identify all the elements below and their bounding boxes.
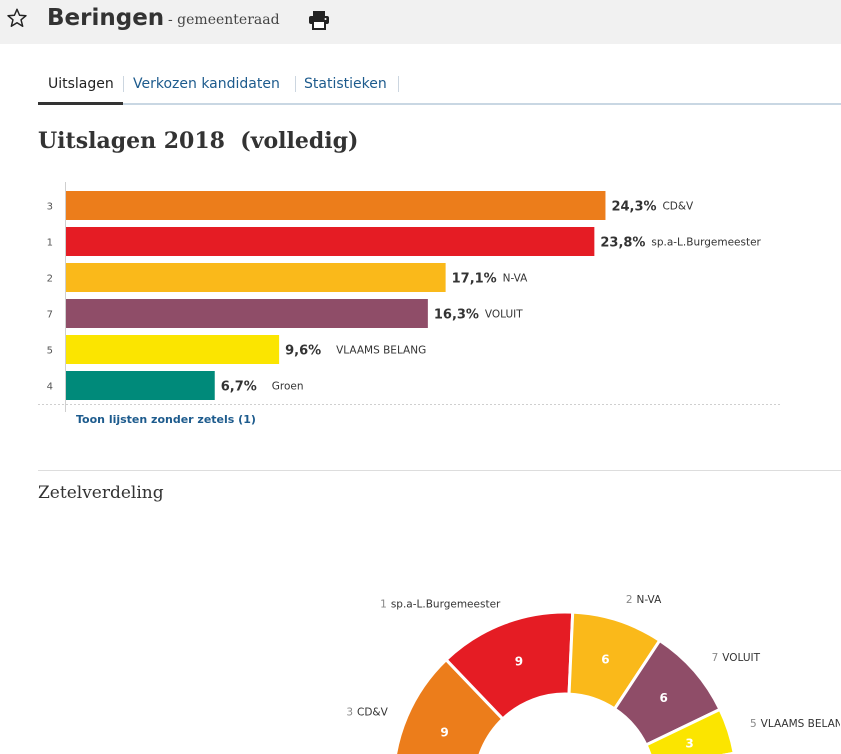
- bar-n-va: [66, 263, 446, 292]
- seat-label-party: VOLUIT: [722, 652, 760, 664]
- seat-label-party: sp.a-L.Burgemeester: [391, 599, 501, 611]
- tab-separator: [123, 76, 124, 92]
- percentage-label: 16,3%: [434, 308, 479, 323]
- seat-label-number: 7: [712, 652, 719, 664]
- tab-uitslagen[interactable]: Uitslagen: [48, 76, 114, 92]
- page-title: Uitslagen 2018 (volledig): [38, 128, 359, 154]
- seat-count-label: 6: [659, 691, 667, 705]
- party-label: Groen: [272, 381, 304, 393]
- bar-sp-a-l-burgemeester: [66, 227, 595, 256]
- list-number-label: 2: [47, 274, 53, 285]
- municipality-subtitle: - gemeenteraad: [168, 12, 280, 28]
- percentage-label: 6,7%: [221, 380, 257, 395]
- percentage-label: 9,6%: [285, 344, 321, 359]
- party-label: VLAAMS BELANG: [336, 345, 426, 357]
- municipality-title: Beringen: [47, 5, 165, 31]
- seat-label-sp-a-l-burgemeester: 1 sp.a-L.Burgemeester: [380, 599, 501, 611]
- seat-count-label: 3: [685, 737, 693, 751]
- tab-statistieken[interactable]: Statistieken: [304, 76, 387, 92]
- results-bar-chart: 3 24,3% CD&V 1 23,8% sp.a-L.Burgemeester 2 17,1…: [38, 182, 780, 412]
- bar-vlaams-belang: [66, 335, 280, 364]
- seat-label-party: CD&V: [357, 707, 389, 719]
- list-number-label: 3: [47, 202, 53, 213]
- seats-title: Zetelverdeling: [38, 483, 164, 503]
- bar-cd-v: [66, 191, 606, 220]
- bar-groen: [66, 371, 215, 400]
- seat-label-n-va: 2 N-VA: [626, 594, 662, 606]
- party-label: N-VA: [503, 273, 529, 285]
- seat-label-number: 5: [750, 718, 757, 730]
- show-lists-without-seats-link[interactable]: Toon lijsten zonder zetels (1): [76, 413, 256, 426]
- bar-voluit: [66, 299, 428, 328]
- active-tab-indicator: [38, 102, 123, 105]
- tab-verkozen-kandidaten[interactable]: Verkozen kandidaten: [133, 76, 280, 92]
- seat-label-number: 1: [380, 599, 387, 611]
- list-number-label: 1: [47, 238, 53, 249]
- seat-count-label: 9: [515, 654, 523, 668]
- list-number-label: 5: [47, 346, 53, 357]
- seat-label-voluit: 7 VOLUIT: [712, 652, 761, 664]
- section-divider: [38, 470, 841, 471]
- seat-count-label: 6: [601, 652, 609, 666]
- percentage-label: 17,1%: [452, 272, 497, 287]
- percentage-label: 23,8%: [600, 236, 645, 251]
- seat-distribution-chart: 9 3 CD&V 9 1 sp.a-L.Burgemeester 6 2 N-VA 6 7 VOLUI…: [346, 594, 840, 754]
- tab-separator: [398, 76, 399, 92]
- party-label: sp.a-L.Burgemeester: [651, 237, 761, 249]
- seat-label-number: 2: [626, 594, 633, 606]
- tab-separator: [295, 76, 296, 92]
- seat-label-number: 3: [346, 707, 353, 719]
- tabs-underline: [123, 103, 841, 105]
- seat-count-label: 9: [440, 726, 448, 740]
- print-icon[interactable]: [308, 10, 330, 30]
- seat-label-vlaams-belang: 5 VLAAMS BELANG: [750, 718, 840, 730]
- seat-label-party: N-VA: [637, 594, 663, 606]
- list-number-label: 7: [47, 310, 53, 321]
- seat-slice-vlaams-belang: [644, 707, 736, 754]
- header-bar: Beringen - gemeenteraad: [0, 0, 841, 44]
- list-number-label: 4: [47, 382, 53, 393]
- percentage-label: 24,3%: [611, 200, 656, 215]
- seat-label-party: VLAAMS BELANG: [761, 718, 840, 730]
- seat-label-cd-v: 3 CD&V: [346, 707, 388, 719]
- party-label: VOLUIT: [485, 309, 523, 321]
- party-label: CD&V: [662, 201, 694, 213]
- star-icon[interactable]: [6, 7, 28, 29]
